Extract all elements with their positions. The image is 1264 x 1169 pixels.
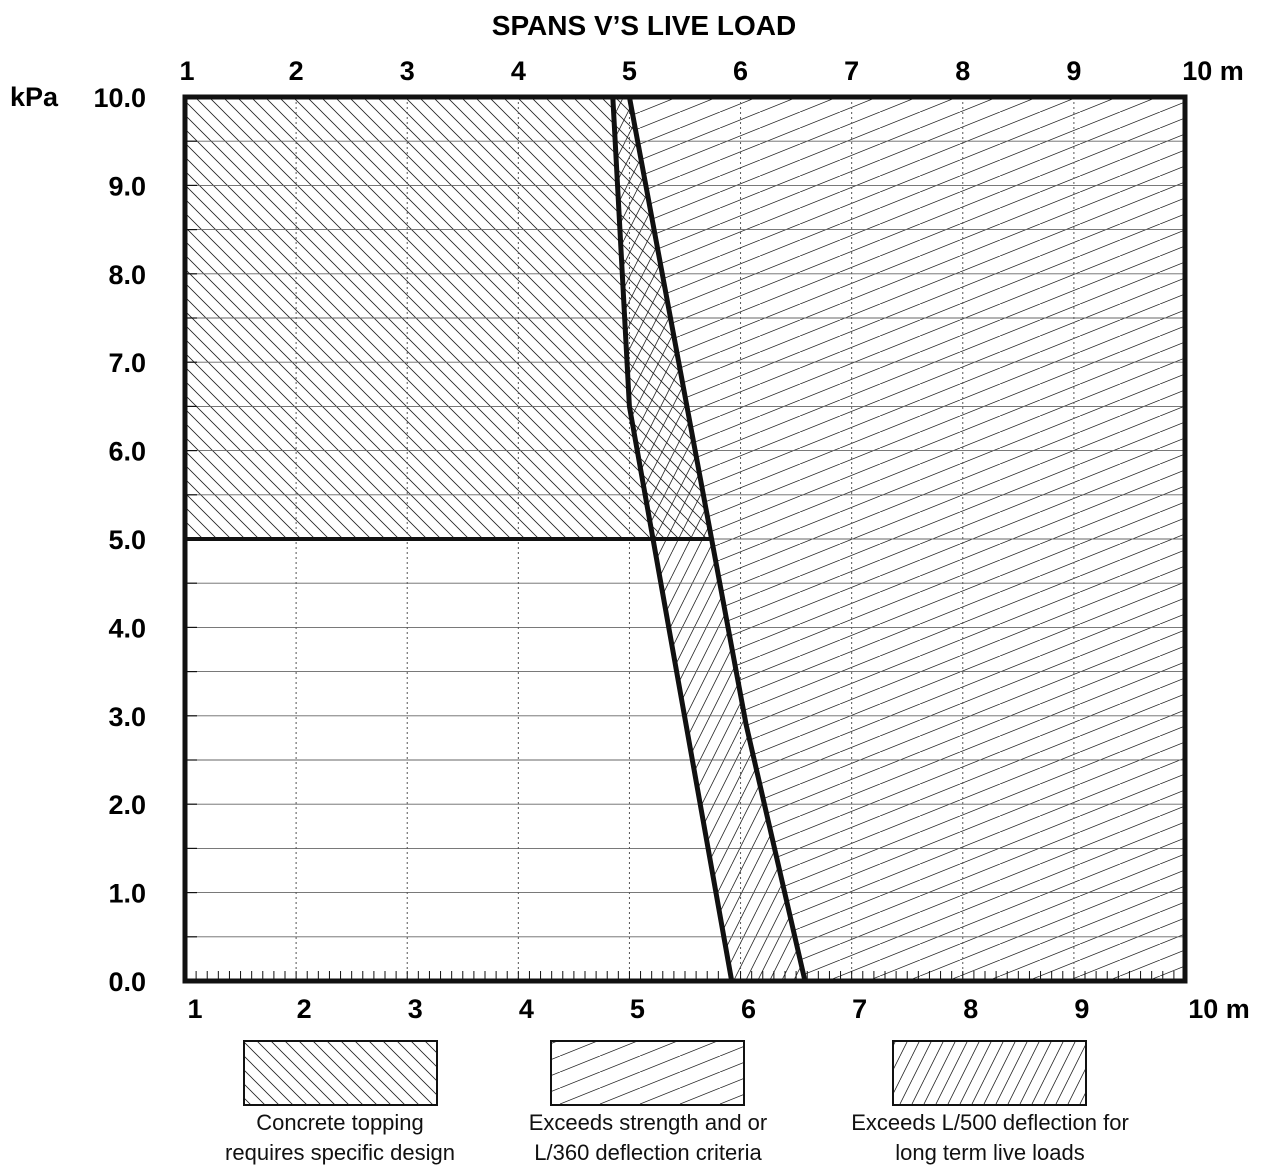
y-tick-label: 7.0 xyxy=(108,348,146,378)
x-axis-bottom: 1 2 3 4 5 6 7 8 9 10 m xyxy=(187,994,1249,1024)
legend-swatch-topping xyxy=(243,1040,438,1106)
x-tick-label-top: 7 xyxy=(844,56,859,86)
y-tick-label: 9.0 xyxy=(108,171,146,201)
y-axis-unit-label: kPa xyxy=(10,82,59,112)
x-tick-label-bottom: 3 xyxy=(408,994,423,1024)
x-tick-label-bottom: 9 xyxy=(1074,994,1089,1024)
y-tick-label: 0.0 xyxy=(108,967,146,997)
y-tick-label: 6.0 xyxy=(108,437,146,467)
x-tick-label-top: 8 xyxy=(955,56,970,86)
x-tick-label-bottom: 2 xyxy=(297,994,312,1024)
legend-label-topping: Concrete topping requires specific desig… xyxy=(225,1110,455,1165)
x-axis-top: 1 2 3 4 5 6 7 8 9 10 m xyxy=(179,56,1243,86)
y-tick-label: 8.0 xyxy=(108,260,146,290)
legend-label-strength: Exceeds strength and or L/360 deflection… xyxy=(528,1110,768,1165)
y-axis: 0.0 1.0 2.0 3.0 4.0 5.0 6.0 7.0 8.0 9.0 10.0 xyxy=(93,83,146,997)
y-tick-label: 10.0 xyxy=(93,83,146,113)
legend xyxy=(243,1040,1087,1106)
legend-swatch-strength xyxy=(550,1040,745,1106)
y-tick-label: 4.0 xyxy=(108,613,146,643)
y-tick-label: 5.0 xyxy=(108,525,146,555)
boundary-l500 xyxy=(626,96,808,982)
x-tick-label-bottom: 10 m xyxy=(1188,994,1250,1024)
x-tick-label-bottom: 8 xyxy=(963,994,978,1024)
y-tick-label: 3.0 xyxy=(108,702,146,732)
legend-label-l500: Exceeds L/500 deflection for long term l… xyxy=(851,1110,1129,1165)
boundary-lines xyxy=(185,96,808,982)
x-tick-label-top: 5 xyxy=(622,56,637,86)
y-tick-label: 2.0 xyxy=(108,790,146,820)
x-tick-label-top: 2 xyxy=(289,56,304,86)
plot-frame xyxy=(182,94,1188,984)
x-tick-label-bottom: 6 xyxy=(741,994,756,1024)
chart-title: SPANS V’S LIVE LOAD xyxy=(492,10,796,41)
x-tick-label-top: 9 xyxy=(1066,56,1081,86)
boundary-strength-l360 xyxy=(610,96,735,982)
y-tick-label: 1.0 xyxy=(108,879,146,909)
x-tick-label-top: 10 m xyxy=(1182,56,1244,86)
x-tick-label-top: 3 xyxy=(400,56,415,86)
x-tick-label-bottom: 1 xyxy=(187,994,202,1024)
x-tick-label-top: 1 xyxy=(179,56,194,86)
x-tick-label-top: 4 xyxy=(511,56,526,86)
x-tick-label-bottom: 4 xyxy=(519,994,534,1024)
x-tick-label-bottom: 7 xyxy=(852,994,867,1024)
x-tick-label-top: 6 xyxy=(733,56,748,86)
x-tick-label-bottom: 5 xyxy=(630,994,645,1024)
legend-swatch-l500 xyxy=(892,1040,1087,1106)
